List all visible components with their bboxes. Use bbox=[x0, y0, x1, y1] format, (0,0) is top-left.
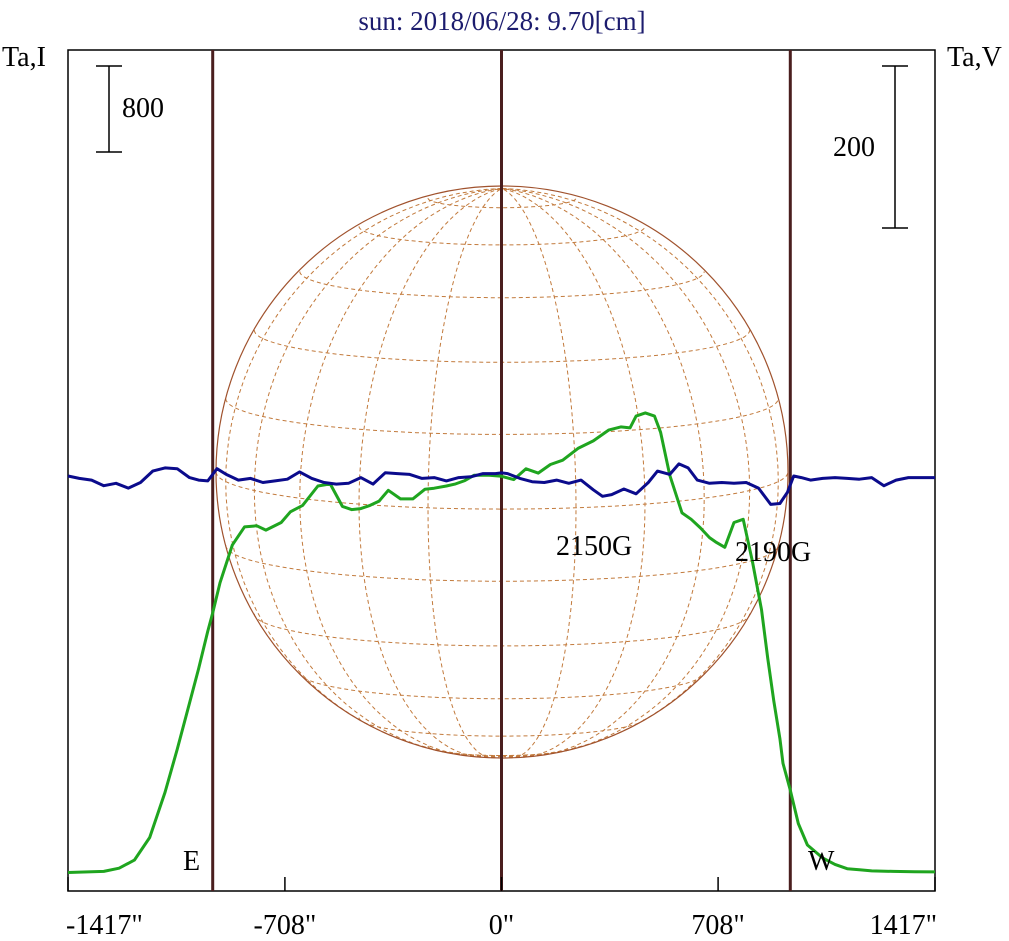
latitude-line bbox=[299, 672, 705, 700]
x-tick-label: 1417" bbox=[870, 910, 937, 941]
longitude-line bbox=[501, 187, 646, 758]
intensity-series-line bbox=[67, 411, 936, 874]
limb-label-west: W bbox=[808, 846, 835, 877]
longitude-line bbox=[501, 187, 751, 757]
longitude-line bbox=[225, 187, 503, 757]
longitude-line bbox=[501, 187, 779, 757]
limb-label-east: E bbox=[183, 846, 200, 877]
longitude-line bbox=[427, 187, 503, 759]
y-right-label: Ta,V bbox=[947, 42, 1002, 73]
x-tick-label: -1417" bbox=[66, 910, 143, 941]
limb-lines bbox=[211, 50, 792, 891]
annotation-2150g: 2150G bbox=[556, 531, 632, 562]
intensity-scale-label: 800 bbox=[122, 93, 164, 124]
annotation-2190g: 2190G bbox=[735, 537, 811, 568]
longitude-line bbox=[358, 187, 503, 758]
x-tick-label: -708" bbox=[254, 910, 317, 941]
polarization-scale-label: 200 bbox=[833, 132, 875, 163]
series-layer bbox=[67, 411, 936, 874]
polarization-series-line bbox=[67, 462, 935, 506]
x-tick-label: 708" bbox=[691, 910, 744, 941]
x-axis-ticks: -1417" -708" 0" 708" 1417" bbox=[66, 877, 937, 941]
polarization-scale-bar bbox=[882, 65, 908, 229]
intensity-scale-bar bbox=[96, 65, 122, 153]
chart-title: sun: 2018/06/28: 9.70[cm] bbox=[358, 6, 645, 36]
x-tick-label: 0" bbox=[489, 910, 514, 941]
longitude-line bbox=[253, 187, 503, 757]
longitude-line bbox=[501, 187, 577, 759]
longitude-line bbox=[501, 187, 705, 758]
y-left-label: Ta,I bbox=[2, 42, 46, 73]
longitude-line bbox=[299, 187, 503, 758]
